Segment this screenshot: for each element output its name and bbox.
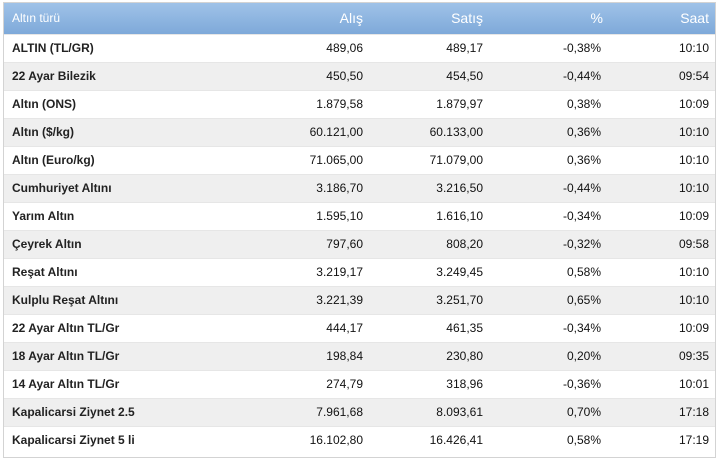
time-cell: 09:58 <box>611 229 715 258</box>
sell-price-cell: 3.216,50 <box>371 173 491 202</box>
sell-price-cell: 3.249,45 <box>371 257 491 286</box>
buy-price-cell: 3.221,39 <box>199 285 371 314</box>
buy-price-cell: 71.065,00 <box>199 145 371 174</box>
buy-price-cell: 7.961,68 <box>199 397 371 426</box>
time-cell: 09:35 <box>611 341 715 370</box>
gold-type-cell: Kulplu Reşat Altını <box>4 285 199 314</box>
change-percent-cell: 0,36% <box>491 117 611 146</box>
table-row: Altın (ONS) 1.879,58 1.879,97 0,38% 10:0… <box>4 89 715 118</box>
sell-price-cell: 318,96 <box>371 369 491 398</box>
table-row: Yarım Altın 1.595,10 1.616,10 -0,34% 10:… <box>4 201 715 230</box>
gold-type-cell: 14 Ayar Altın TL/Gr <box>4 369 199 398</box>
sell-price-cell: 489,17 <box>371 33 491 62</box>
buy-price-cell: 797,60 <box>199 229 371 258</box>
time-cell: 10:10 <box>611 145 715 174</box>
change-percent-cell: 0,58% <box>491 257 611 286</box>
time-cell: 10:09 <box>611 89 715 118</box>
time-cell: 17:18 <box>611 397 715 426</box>
gold-type-cell: Cumhuriyet Altını <box>4 173 199 202</box>
column-header-sell[interactable]: Satış <box>451 10 483 27</box>
sell-price-cell: 808,20 <box>371 229 491 258</box>
gold-price-table-container: Altın türü Alış Satış % Saat ALTIN (TL/G… <box>3 2 716 458</box>
sell-price-cell: 461,35 <box>371 313 491 342</box>
time-cell: 10:10 <box>611 285 715 314</box>
gold-type-cell: 18 Ayar Altın TL/Gr <box>4 341 199 370</box>
column-header-time[interactable]: Saat <box>680 10 709 27</box>
gold-type-cell: Reşat Altını <box>4 257 199 286</box>
table-body: ALTIN (TL/GR) 489,06 489,17 -0,38% 10:10… <box>4 33 715 454</box>
time-cell: 10:10 <box>611 257 715 286</box>
table-row: Çeyrek Altın 797,60 808,20 -0,32% 09:58 <box>4 229 715 258</box>
buy-price-cell: 3.219,17 <box>199 257 371 286</box>
column-header-gold-type[interactable]: Altın türü <box>12 11 61 26</box>
sell-price-cell: 230,80 <box>371 341 491 370</box>
buy-price-cell: 450,50 <box>199 61 371 90</box>
sell-price-cell: 16.426,41 <box>371 425 491 454</box>
change-percent-cell: -0,38% <box>491 33 611 62</box>
table-row: Cumhuriyet Altını 3.186,70 3.216,50 -0,4… <box>4 173 715 202</box>
gold-type-cell: Yarım Altın <box>4 201 199 230</box>
change-percent-cell: -0,32% <box>491 229 611 258</box>
time-cell: 17:19 <box>611 425 715 454</box>
time-cell: 10:10 <box>611 117 715 146</box>
gold-type-cell: Altın ($/kg) <box>4 117 199 146</box>
table-row: Kapalicarsi Ziynet 2.5 7.961,68 8.093,61… <box>4 397 715 426</box>
sell-price-cell: 1.879,97 <box>371 89 491 118</box>
gold-type-cell: 22 Ayar Bilezik <box>4 61 199 90</box>
buy-price-cell: 60.121,00 <box>199 117 371 146</box>
column-header-buy[interactable]: Alış <box>339 10 363 27</box>
gold-type-cell: Kapalicarsi Ziynet 2.5 <box>4 397 199 426</box>
gold-price-table: Altın türü Alış Satış % Saat ALTIN (TL/G… <box>4 3 715 454</box>
column-header-change-percent[interactable]: % <box>590 10 603 27</box>
buy-price-cell: 1.879,58 <box>199 89 371 118</box>
gold-type-cell: Çeyrek Altın <box>4 229 199 258</box>
table-row: 18 Ayar Altın TL/Gr 198,84 230,80 0,20% … <box>4 341 715 370</box>
table-row: Kapalicarsi Ziynet 5 li 16.102,80 16.426… <box>4 425 715 454</box>
gold-type-cell: Altın (Euro/kg) <box>4 145 199 174</box>
time-cell: 10:10 <box>611 173 715 202</box>
sell-price-cell: 3.251,70 <box>371 285 491 314</box>
table-header-row: Altın türü Alış Satış % Saat <box>4 3 715 34</box>
buy-price-cell: 274,79 <box>199 369 371 398</box>
table-row: 22 Ayar Altın TL/Gr 444,17 461,35 -0,34%… <box>4 313 715 342</box>
table-row: Reşat Altını 3.219,17 3.249,45 0,58% 10:… <box>4 257 715 286</box>
sell-price-cell: 454,50 <box>371 61 491 90</box>
change-percent-cell: 0,20% <box>491 341 611 370</box>
sell-price-cell: 1.616,10 <box>371 201 491 230</box>
sell-price-cell: 8.093,61 <box>371 397 491 426</box>
table-row: 14 Ayar Altın TL/Gr 274,79 318,96 -0,36%… <box>4 369 715 398</box>
gold-type-cell: ALTIN (TL/GR) <box>4 33 199 62</box>
sell-price-cell: 71.079,00 <box>371 145 491 174</box>
gold-type-cell: Altın (ONS) <box>4 89 199 118</box>
change-percent-cell: 0,65% <box>491 285 611 314</box>
buy-price-cell: 489,06 <box>199 33 371 62</box>
change-percent-cell: -0,34% <box>491 313 611 342</box>
buy-price-cell: 16.102,80 <box>199 425 371 454</box>
table-row: Altın ($/kg) 60.121,00 60.133,00 0,36% 1… <box>4 117 715 146</box>
table-row: 22 Ayar Bilezik 450,50 454,50 -0,44% 09:… <box>4 61 715 90</box>
table-row: Altın (Euro/kg) 71.065,00 71.079,00 0,36… <box>4 145 715 174</box>
time-cell: 10:09 <box>611 313 715 342</box>
buy-price-cell: 444,17 <box>199 313 371 342</box>
gold-type-cell: 22 Ayar Altın TL/Gr <box>4 313 199 342</box>
table-row: ALTIN (TL/GR) 489,06 489,17 -0,38% 10:10 <box>4 33 715 62</box>
change-percent-cell: 0,38% <box>491 89 611 118</box>
change-percent-cell: -0,44% <box>491 61 611 90</box>
change-percent-cell: 0,36% <box>491 145 611 174</box>
time-cell: 10:01 <box>611 369 715 398</box>
table-row: Kulplu Reşat Altını 3.221,39 3.251,70 0,… <box>4 285 715 314</box>
change-percent-cell: 0,70% <box>491 397 611 426</box>
change-percent-cell: -0,36% <box>491 369 611 398</box>
buy-price-cell: 3.186,70 <box>199 173 371 202</box>
sell-price-cell: 60.133,00 <box>371 117 491 146</box>
buy-price-cell: 1.595,10 <box>199 201 371 230</box>
change-percent-cell: -0,44% <box>491 173 611 202</box>
time-cell: 10:10 <box>611 33 715 62</box>
gold-type-cell: Kapalicarsi Ziynet 5 li <box>4 425 199 454</box>
time-cell: 09:54 <box>611 61 715 90</box>
buy-price-cell: 198,84 <box>199 341 371 370</box>
change-percent-cell: 0,58% <box>491 425 611 454</box>
change-percent-cell: -0,34% <box>491 201 611 230</box>
time-cell: 10:09 <box>611 201 715 230</box>
